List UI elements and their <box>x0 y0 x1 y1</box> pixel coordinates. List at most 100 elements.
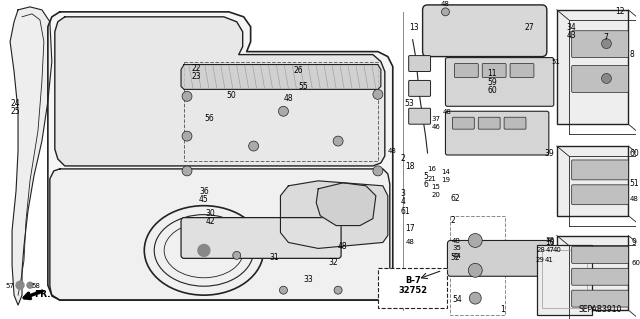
Text: 2: 2 <box>451 216 455 225</box>
Text: 48: 48 <box>629 196 638 202</box>
Circle shape <box>333 136 343 146</box>
Text: 9: 9 <box>631 238 636 248</box>
Text: 32752: 32752 <box>398 286 428 295</box>
Polygon shape <box>316 183 376 226</box>
Circle shape <box>182 131 192 141</box>
Text: 48: 48 <box>388 148 397 154</box>
Text: 35: 35 <box>452 245 461 251</box>
FancyBboxPatch shape <box>409 56 431 71</box>
Circle shape <box>602 73 611 84</box>
Text: 61: 61 <box>401 207 410 216</box>
FancyBboxPatch shape <box>422 5 547 56</box>
Polygon shape <box>48 12 393 300</box>
Polygon shape <box>55 17 385 166</box>
FancyBboxPatch shape <box>572 268 628 285</box>
FancyBboxPatch shape <box>445 58 554 106</box>
Text: 10: 10 <box>545 238 554 248</box>
Text: 13: 13 <box>410 23 419 32</box>
FancyBboxPatch shape <box>478 117 500 129</box>
Bar <box>537 245 591 315</box>
Text: 17: 17 <box>406 224 415 233</box>
Circle shape <box>334 286 342 294</box>
Text: 24: 24 <box>10 99 20 108</box>
Text: 38: 38 <box>546 237 555 243</box>
Text: 31: 31 <box>269 253 279 262</box>
Text: 3: 3 <box>401 189 406 198</box>
Circle shape <box>182 166 192 176</box>
Text: 51: 51 <box>552 59 561 64</box>
Text: 26: 26 <box>293 66 303 76</box>
Text: 62: 62 <box>451 194 460 203</box>
Circle shape <box>182 91 192 101</box>
Text: FR.: FR. <box>34 290 51 299</box>
Polygon shape <box>10 7 52 305</box>
Text: 23: 23 <box>192 72 202 81</box>
Circle shape <box>280 286 287 294</box>
Text: 33: 33 <box>303 275 313 284</box>
Circle shape <box>278 106 289 116</box>
Text: 5: 5 <box>424 172 428 181</box>
Text: 46: 46 <box>431 124 440 130</box>
Circle shape <box>249 141 259 151</box>
FancyBboxPatch shape <box>181 218 341 258</box>
FancyBboxPatch shape <box>510 63 534 78</box>
FancyBboxPatch shape <box>572 31 628 58</box>
Text: 41: 41 <box>545 257 554 263</box>
Text: 60: 60 <box>487 86 497 95</box>
Text: 43: 43 <box>567 31 577 40</box>
Text: 4: 4 <box>401 197 406 206</box>
Polygon shape <box>50 169 390 300</box>
Text: 29: 29 <box>536 257 545 263</box>
Circle shape <box>27 282 33 288</box>
Text: 11: 11 <box>487 70 497 78</box>
Circle shape <box>16 281 24 289</box>
Text: 6: 6 <box>424 180 428 189</box>
Bar <box>557 235 628 310</box>
Circle shape <box>602 39 611 48</box>
FancyBboxPatch shape <box>572 65 628 93</box>
FancyBboxPatch shape <box>452 117 474 129</box>
Text: 48: 48 <box>441 1 450 7</box>
Bar <box>542 250 587 308</box>
Text: 19: 19 <box>442 177 451 183</box>
Text: 20: 20 <box>431 192 440 198</box>
Text: 48: 48 <box>406 240 415 245</box>
Text: 56: 56 <box>204 114 214 123</box>
FancyBboxPatch shape <box>409 108 431 124</box>
Text: 54: 54 <box>452 295 462 304</box>
Circle shape <box>468 263 482 277</box>
FancyBboxPatch shape <box>572 185 628 205</box>
Text: 22: 22 <box>192 64 202 73</box>
Text: 40: 40 <box>553 248 562 253</box>
FancyBboxPatch shape <box>572 160 628 180</box>
Text: B-7: B-7 <box>404 276 420 285</box>
Text: 48: 48 <box>442 109 451 115</box>
Text: 55: 55 <box>298 82 308 91</box>
Text: 45: 45 <box>199 195 209 204</box>
Text: 8: 8 <box>629 49 634 59</box>
Bar <box>184 62 378 161</box>
Text: 44: 44 <box>452 253 461 259</box>
FancyBboxPatch shape <box>572 247 628 263</box>
Text: 21: 21 <box>428 176 436 182</box>
Circle shape <box>468 234 482 248</box>
Text: 16: 16 <box>428 166 436 172</box>
FancyBboxPatch shape <box>445 111 549 155</box>
Bar <box>451 216 505 315</box>
Text: 39: 39 <box>545 149 555 158</box>
Text: 7: 7 <box>604 33 609 42</box>
Bar <box>378 268 447 308</box>
FancyBboxPatch shape <box>482 63 506 78</box>
Bar <box>557 10 628 124</box>
Text: 50: 50 <box>227 91 237 100</box>
Text: 12: 12 <box>616 7 625 16</box>
Circle shape <box>198 244 210 256</box>
Text: 30: 30 <box>206 209 216 218</box>
FancyBboxPatch shape <box>504 117 526 129</box>
FancyBboxPatch shape <box>454 63 478 78</box>
Circle shape <box>442 8 449 16</box>
Text: 18: 18 <box>406 162 415 171</box>
Polygon shape <box>280 181 388 249</box>
Circle shape <box>373 166 383 176</box>
FancyBboxPatch shape <box>409 80 431 96</box>
